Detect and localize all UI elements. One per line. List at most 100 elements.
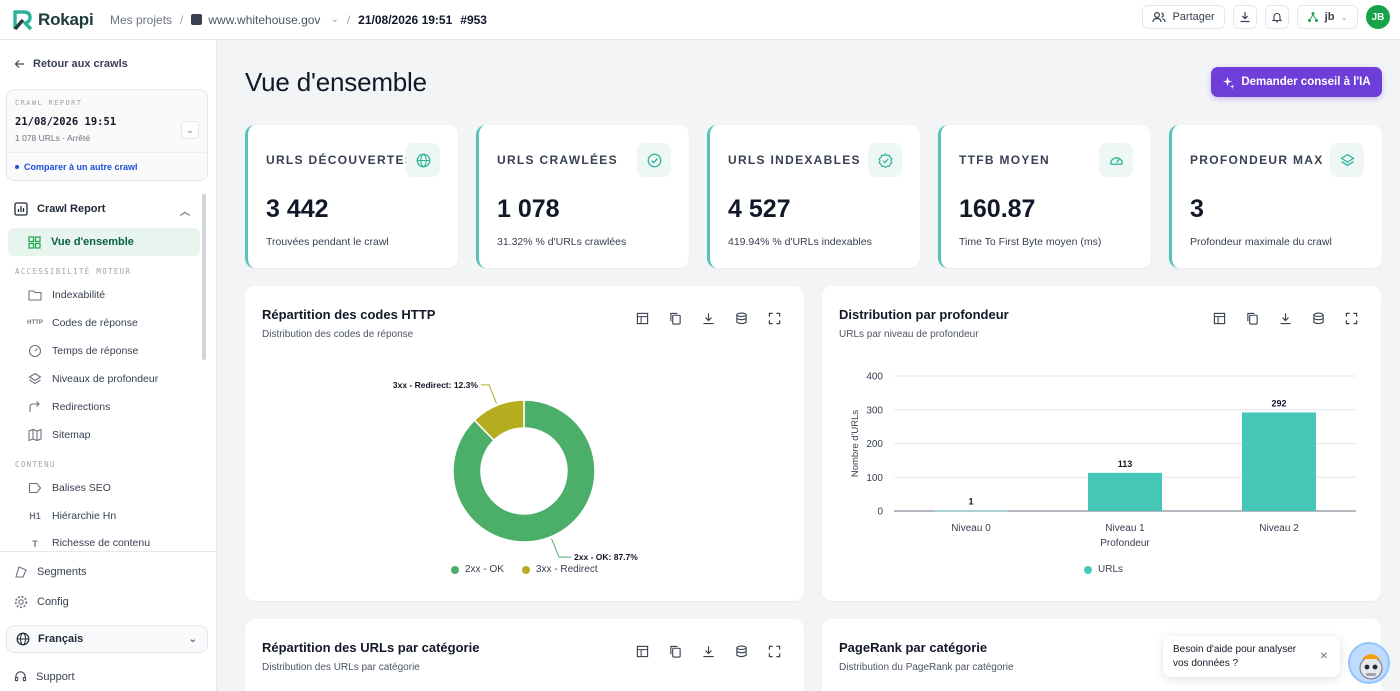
sidebar-item-label: Balises SEO	[52, 482, 111, 494]
kpi-value: 3	[1190, 195, 1204, 223]
download-button[interactable]	[700, 310, 716, 326]
share-label: Partager	[1172, 11, 1215, 23]
card-title: Répartition des URLs par catégorie	[262, 640, 480, 655]
kpi-icon-box	[637, 143, 671, 177]
globe-icon	[16, 632, 30, 646]
card-toolbar	[634, 643, 782, 659]
kpi-icon-box	[868, 143, 902, 177]
help-text-line2: vos données ?	[1173, 658, 1239, 669]
copy-button[interactable]	[667, 310, 683, 326]
download-icon	[702, 645, 714, 657]
share-button[interactable]: Partager	[1142, 5, 1225, 29]
card-title: Répartition des codes HTTP	[262, 307, 436, 322]
crawl-selector: CRAWL REPORT 21/08/2026 19:51 1 078 URLs…	[6, 89, 208, 181]
rokapi-logo-icon	[13, 9, 33, 30]
download-button[interactable]	[1232, 5, 1257, 29]
database-button[interactable]	[1310, 310, 1326, 326]
sidebar-item-depth-levels[interactable]: Niveaux de profondeur	[28, 372, 158, 386]
chart-icon	[14, 202, 28, 216]
database-button[interactable]	[733, 643, 749, 659]
folder-icon	[28, 290, 42, 301]
nav-section-label: Crawl Report	[37, 203, 106, 215]
sidebar-item-segments[interactable]: Segments	[14, 565, 87, 579]
bar[interactable]	[1088, 472, 1162, 511]
breadcrumb-site[interactable]: www.whitehouse.gov ⌄	[191, 13, 339, 27]
card-subtitle: URLs par niveau de profondeur	[839, 329, 979, 340]
kpi-subtext: 419.94% % d'URLs indexables	[728, 236, 872, 248]
notifications-button[interactable]	[1264, 5, 1289, 29]
legend-item[interactable]: URLs	[1084, 564, 1123, 575]
compare-crawl-link[interactable]: Comparer à un autre crawl	[15, 162, 138, 172]
sidebar-item-support[interactable]: Support	[14, 670, 75, 683]
sidebar-item-config[interactable]: Config	[14, 595, 69, 609]
nav-section-crawl-report[interactable]: Crawl Report ︿	[14, 202, 190, 218]
database-button[interactable]	[733, 310, 749, 326]
user-name: jb	[1324, 11, 1335, 23]
fullscreen-button[interactable]	[1343, 310, 1359, 326]
table-icon	[1213, 312, 1225, 324]
dashboard-icon	[28, 235, 41, 249]
database-icon	[1312, 312, 1324, 324]
sidebar-item-content-richness[interactable]: T Richesse de contenu	[28, 537, 150, 547]
crawl-dropdown-button[interactable]: ⌄	[181, 121, 199, 139]
copy-button[interactable]	[667, 643, 683, 659]
table-view-button[interactable]	[634, 310, 650, 326]
language-select[interactable]: Français ⌄	[6, 625, 208, 653]
segments-icon	[15, 566, 27, 578]
bar[interactable]	[1242, 412, 1316, 511]
sidebar: Retour aux crawls CRAWL REPORT 21/08/202…	[0, 40, 217, 691]
data-label: 3xx - Redirect: 12.3%	[393, 380, 478, 390]
download-button[interactable]	[1277, 310, 1293, 326]
table-view-button[interactable]	[1211, 310, 1227, 326]
card-toolbar	[634, 310, 782, 326]
fullscreen-button[interactable]	[766, 643, 782, 659]
sidebar-item-response-time[interactable]: Temps de réponse	[28, 344, 138, 358]
sidebar-item-overview[interactable]: Vue d'ensemble	[8, 228, 200, 256]
chart-card-url-categories: Répartition des URLs par catégorie Distr…	[245, 619, 804, 691]
sidebar-item-label: Segments	[37, 566, 87, 578]
back-to-crawls-link[interactable]: Retour aux crawls	[14, 58, 128, 70]
sidebar-item-label: Codes de réponse	[52, 317, 138, 329]
label-leader-line	[551, 538, 572, 558]
sidebar-item-response-codes[interactable]: HTTP Codes de réponse	[27, 316, 138, 330]
gauge-icon	[28, 344, 42, 358]
legend-item[interactable]: 3xx - Redirect	[521, 564, 598, 575]
bar[interactable]	[934, 510, 1008, 512]
close-icon[interactable]: ✕	[1319, 651, 1328, 662]
kpi-card-indexable: URLS INDEXABLES 4 527 419.94% % d'URLs i…	[707, 125, 920, 268]
kpi-card-discovered: URLS DÉCOUVERTES 3 442 Trouvées pendant …	[245, 125, 458, 268]
user-menu-button[interactable]: jb ⌄	[1296, 5, 1358, 29]
ask-ai-button[interactable]: Demander conseil à l'IA	[1211, 67, 1382, 97]
sidebar-item-seo-tags[interactable]: Balises SEO	[28, 481, 111, 495]
sidebar-item-label: Richesse de contenu	[52, 537, 151, 547]
kpi-label: URLS INDEXABLES	[728, 153, 861, 167]
download-button[interactable]	[700, 643, 716, 659]
donut-slice[interactable]	[473, 399, 525, 442]
kpi-label: URLS DÉCOUVERTES	[266, 153, 415, 167]
sidebar-item-sitemap[interactable]: Sitemap	[28, 428, 91, 442]
topbar-actions: Partager jb ⌄ JB	[1142, 5, 1390, 29]
sidebar-item-label: Redirections	[52, 401, 111, 413]
x-tick-label: Niveau 0	[951, 523, 991, 534]
topbar: Rokapi Mes projets / www.whitehouse.gov …	[0, 0, 1400, 40]
app-logo[interactable]: Rokapi	[12, 9, 98, 31]
x-axis-label: Profondeur	[1100, 538, 1150, 549]
fullscreen-button[interactable]	[766, 310, 782, 326]
help-popup[interactable]: Besoin d'aide pour analyser vos données …	[1163, 636, 1340, 677]
copy-button[interactable]	[1244, 310, 1260, 326]
avatar[interactable]: JB	[1366, 5, 1390, 29]
x-tick-label: Niveau 1	[1105, 523, 1145, 534]
bar-chart: 0 100 200 300 400 Nombre d'URLs 1 Niveau 0 113 Ni…	[850, 372, 1356, 549]
sidebar-item-indexability[interactable]: Indexabilité	[28, 288, 105, 302]
table-view-button[interactable]	[634, 643, 650, 659]
y-axis-label: Nombre d'URLs	[850, 410, 861, 478]
map-icon	[28, 428, 42, 442]
legend-label: 2xx - OK	[465, 564, 504, 575]
breadcrumb-projects[interactable]: Mes projets	[110, 12, 173, 27]
sidebar-scrollbar[interactable]	[202, 194, 206, 360]
legend-item[interactable]: 2xx - OK	[451, 564, 504, 575]
chevron-down-icon: ⌄	[330, 14, 339, 25]
sidebar-item-hn-hierarchy[interactable]: H1 Hiérarchie Hn	[28, 509, 116, 523]
sidebar-item-redirections[interactable]: Redirections	[28, 400, 110, 414]
assistant-avatar[interactable]	[1348, 642, 1390, 684]
